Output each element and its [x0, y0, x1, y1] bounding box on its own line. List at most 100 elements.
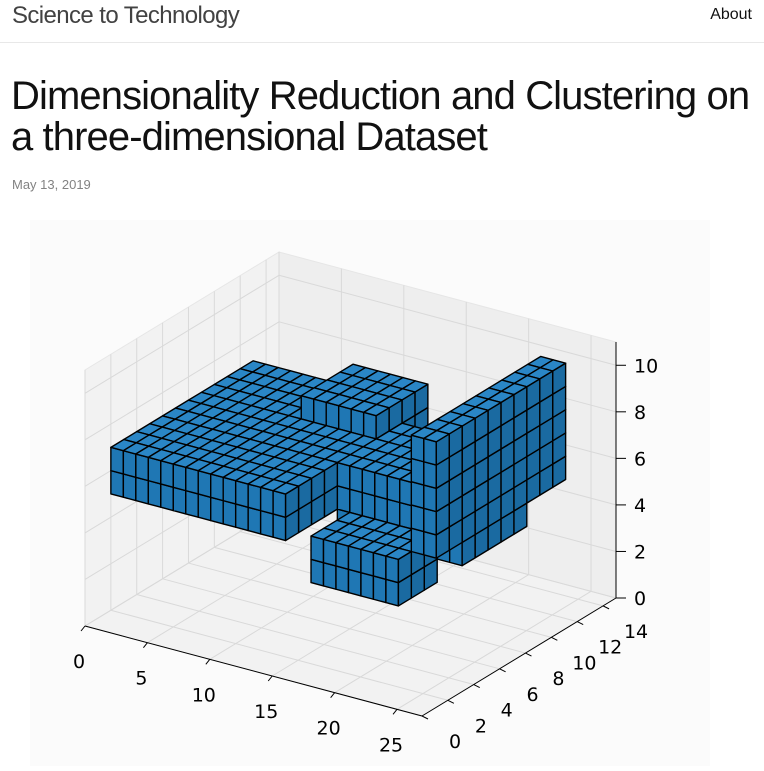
voxel-face	[259, 509, 274, 538]
x-tick	[80, 625, 86, 632]
voxel-cube	[374, 495, 388, 524]
voxel-face	[423, 530, 437, 559]
voxel-face	[423, 429, 450, 443]
voxel-cube	[272, 508, 300, 542]
voxel-face	[399, 501, 413, 530]
voxel-cube	[122, 473, 137, 502]
voxel-face	[313, 398, 327, 427]
voxel-cube	[410, 504, 425, 533]
voxel-cube	[423, 503, 450, 536]
voxel-face	[110, 446, 125, 475]
voxel-cube	[410, 457, 425, 486]
voxel-cube	[272, 482, 300, 518]
voxel-chart-figure: 0 5 10 15 20 25 0 2 4 6 8 10 12 14 0 2 4 6 8 10	[30, 220, 710, 766]
x-tick	[267, 675, 273, 682]
voxel-face	[361, 468, 376, 497]
voxel-cube	[372, 575, 387, 604]
voxel-face	[336, 461, 351, 490]
site-header: Science to Technology About	[0, 0, 764, 43]
x-tick	[330, 692, 336, 698]
voxel-face	[347, 568, 362, 597]
voxel-face	[122, 449, 137, 478]
voxel-cube	[197, 493, 212, 522]
voxel-face	[172, 486, 187, 515]
voxel-cube	[526, 366, 554, 403]
x-tick-label: 10	[192, 684, 216, 706]
voxel-face	[135, 453, 150, 482]
y-tick-label: 2	[475, 715, 487, 737]
voxel-cube	[500, 382, 528, 419]
voxel-cube	[361, 491, 376, 520]
voxel-cube	[210, 496, 224, 525]
voxel-cube	[172, 486, 187, 515]
x-tick-label: 25	[379, 734, 403, 756]
y-tick	[447, 699, 455, 704]
voxel-face	[222, 476, 237, 505]
voxel-cube	[423, 429, 450, 466]
z-tick-label: 8	[634, 402, 646, 424]
voxel-face	[360, 548, 375, 577]
voxel-cube	[386, 498, 401, 527]
x-axis-line	[84, 625, 423, 717]
voxel-face	[110, 469, 125, 498]
voxel-cube	[350, 400, 378, 437]
voxel-face	[160, 459, 174, 488]
voxel-face	[385, 578, 400, 607]
voxel-cube	[259, 478, 287, 515]
voxel-cube	[337, 397, 365, 433]
voxel-face	[322, 538, 337, 567]
gridline	[396, 590, 592, 710]
gridline	[188, 562, 526, 654]
voxel-face	[337, 404, 352, 433]
voxel-face	[423, 507, 437, 536]
voxel-face	[197, 493, 212, 522]
voxel-face	[335, 542, 350, 571]
voxel-cube	[399, 501, 413, 530]
y-tick-label: 6	[527, 684, 539, 706]
voxel-face	[272, 489, 287, 518]
z-tick-label: 10	[634, 355, 658, 377]
voxel-cube	[349, 457, 376, 494]
voxel-face	[247, 506, 262, 535]
voxel-face	[336, 485, 351, 514]
nav-about-link[interactable]: About	[710, 6, 752, 23]
y-tick	[499, 668, 506, 673]
voxel-face	[234, 503, 249, 532]
voxel-cube	[110, 469, 125, 498]
post-date: May 13, 2019	[12, 177, 91, 192]
voxel-cube	[160, 452, 187, 488]
voxel-face	[234, 479, 249, 508]
y-tick	[421, 715, 429, 720]
voxel-cube	[410, 527, 425, 556]
x-tick	[143, 642, 148, 648]
x-tick	[392, 709, 398, 715]
voxel-face	[160, 483, 174, 512]
y-tick	[525, 652, 532, 657]
voxel-cube	[147, 448, 175, 485]
voxel-cube	[374, 463, 401, 500]
y-tick-label: 4	[501, 700, 513, 722]
voxel-cube	[513, 374, 541, 411]
voxel-cube	[385, 574, 413, 607]
voxel-face	[272, 482, 300, 495]
site-title-link[interactable]: Science to Technology	[12, 2, 240, 29]
voxel-face	[322, 561, 337, 590]
voxel-face	[410, 457, 425, 486]
voxel-cube	[539, 359, 567, 395]
voxel-cube	[423, 479, 450, 513]
z-tick-label: 2	[634, 541, 646, 563]
voxel-cube	[347, 537, 375, 574]
voxel-face	[386, 498, 401, 527]
voxel-cube	[423, 456, 450, 490]
y-tick	[473, 684, 480, 688]
voxel-cube	[222, 499, 237, 528]
voxel-cube	[247, 506, 262, 535]
y-tick	[551, 636, 558, 641]
voxel-cube	[110, 438, 137, 475]
voxel-cube	[322, 561, 337, 590]
gridline	[84, 321, 280, 441]
voxel-cube	[360, 571, 375, 600]
voxel-cube	[185, 489, 199, 518]
voxel-cube	[335, 565, 350, 594]
gridline	[162, 578, 500, 670]
